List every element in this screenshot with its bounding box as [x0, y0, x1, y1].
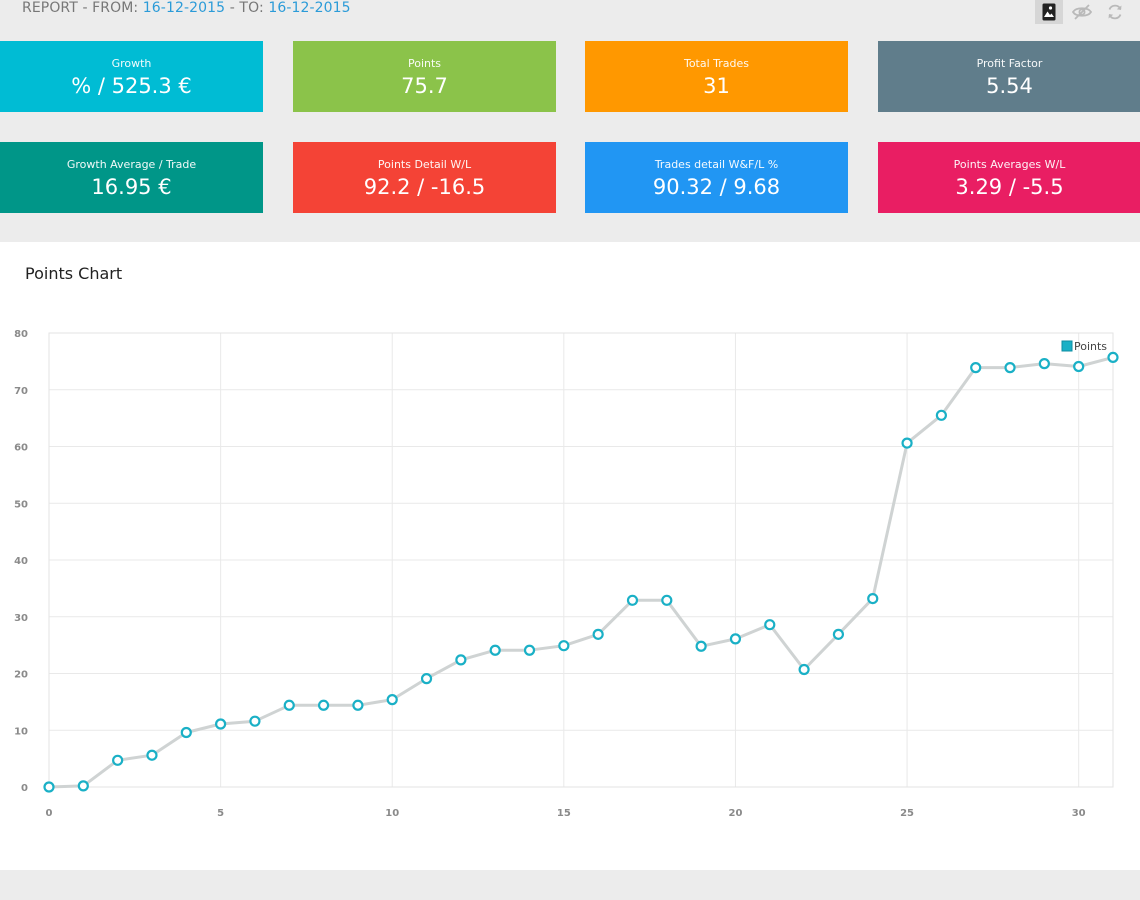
data-point: [112, 754, 124, 766]
card-label: Total Trades: [683, 57, 750, 70]
data-point: [626, 594, 639, 606]
y-tick-label: 80: [14, 329, 28, 340]
refresh-button[interactable]: [1101, 0, 1129, 24]
data-point: [695, 640, 707, 652]
data-point: [764, 619, 776, 631]
card-label: Points Detail W/L: [377, 158, 472, 171]
legend-label: Points: [1074, 340, 1107, 353]
data-point: [1004, 362, 1016, 374]
x-tick-label: 15: [557, 808, 571, 819]
report-middle: - TO:: [225, 0, 269, 16]
x-tick-label: 10: [385, 808, 399, 819]
data-point: [489, 644, 501, 656]
card-value: % / 525.3 €: [71, 74, 192, 98]
x-tick-label: 20: [728, 808, 742, 819]
data-point: [901, 437, 913, 449]
refresh-icon: [1108, 4, 1122, 20]
data-point: [558, 640, 570, 652]
data-point: [146, 749, 158, 761]
data-point: [729, 633, 742, 645]
data-point: [386, 694, 398, 706]
card-growth-average: Growth Average / Trade 16.95 €: [0, 142, 263, 213]
y-tick-label: 40: [14, 556, 28, 567]
x-tick-label: 25: [900, 808, 914, 819]
series-line: [48, 355, 1114, 789]
x-tick-label: 5: [217, 808, 224, 819]
report-title: REPORT - FROM: 16-12-2015 - TO: 16-12-20…: [22, 0, 351, 16]
data-point: [832, 628, 845, 640]
hide-button[interactable]: [1068, 0, 1096, 24]
data-point: [455, 654, 467, 666]
image-icon: [1042, 3, 1056, 21]
card-value: 3.29 / -5.5: [955, 175, 1064, 199]
data-point: [317, 699, 330, 711]
legend-swatch: [1061, 340, 1073, 352]
plot-border: [48, 332, 1114, 788]
card-points-averages: Points Averages W/L 3.29 / -5.5: [878, 142, 1140, 213]
data-point: [867, 592, 879, 605]
data-point: [592, 628, 604, 640]
card-value: 92.2 / -16.5: [363, 175, 486, 199]
y-tick-label: 10: [14, 726, 28, 737]
image-toggle-button[interactable]: [1035, 0, 1063, 24]
panel-title: Points Chart: [25, 264, 123, 283]
y-tick-label: 70: [14, 386, 28, 397]
data-point: [935, 409, 947, 421]
card-label: Trades detail W&F/L %: [654, 158, 779, 171]
y-tick-label: 50: [14, 499, 28, 510]
to-date[interactable]: 16-12-2015: [268, 0, 351, 16]
data-point: [798, 663, 810, 676]
data-point: [1038, 358, 1050, 370]
card-value: 5.54: [986, 74, 1033, 98]
from-date[interactable]: 16-12-2015: [142, 0, 226, 16]
eye-off-icon: [1072, 4, 1092, 20]
data-point: [352, 699, 364, 711]
card-value: 31: [703, 74, 730, 98]
report-prefix: REPORT - FROM:: [22, 0, 143, 16]
card-label: Points Averages W/L: [953, 158, 1066, 171]
chart-panel: Points Chart 0 10 20 30 40 50 60 70 80 0 5 10 15 20 25…: [0, 242, 1140, 870]
data-point: [249, 715, 261, 727]
card-label: Growth Average / Trade: [66, 158, 197, 171]
card-points: Points 75.7: [293, 41, 556, 112]
data-point: [283, 699, 295, 711]
card-trades-detail: Trades detail W&F/L % 90.32 / 9.68: [585, 142, 848, 213]
data-point: [180, 726, 192, 739]
card-profit-factor: Profit Factor 5.54: [878, 41, 1140, 112]
card-points-detail: Points Detail W/L 92.2 / -16.5: [293, 142, 556, 213]
data-point: [523, 644, 536, 656]
card-label: Points: [407, 57, 442, 70]
y-tick-label: 0: [21, 783, 28, 794]
card-label: Profit Factor: [976, 57, 1043, 70]
points-chart: 0 10 20 30 40 50 60 70 80 0 5 10 15 20 25 30 Points: [14, 329, 1119, 819]
y-tick-label: 30: [14, 613, 28, 624]
x-tick-label: 30: [1072, 808, 1086, 819]
card-value: 16.95 €: [91, 175, 172, 199]
data-point: [215, 718, 227, 730]
x-tick-label: 0: [46, 808, 53, 819]
card-value: 75.7: [401, 74, 448, 98]
report-header: REPORT - FROM: 16-12-2015 - TO: 16-12-20…: [0, 0, 1140, 26]
data-point: [1107, 351, 1119, 364]
data-point: [970, 362, 982, 374]
y-tick-label: 60: [14, 443, 28, 454]
y-tick-label: 20: [14, 670, 28, 681]
data-point: [1073, 360, 1085, 373]
data-point: [661, 594, 673, 606]
card-value: 90.32 / 9.68: [652, 175, 781, 199]
data-point: [77, 780, 89, 792]
data-point: [420, 673, 433, 685]
data-point: [43, 781, 55, 793]
card-label: Growth: [111, 57, 152, 70]
card-growth: Growth % / 525.3 €: [0, 41, 263, 112]
card-total-trades: Total Trades 31: [585, 41, 848, 112]
